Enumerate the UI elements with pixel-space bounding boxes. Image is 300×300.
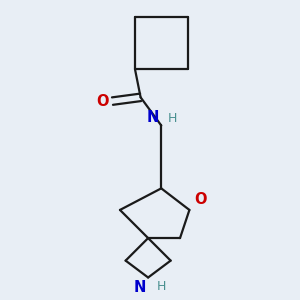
Text: O: O: [96, 94, 109, 109]
Text: H: H: [157, 280, 166, 293]
Text: N: N: [134, 280, 146, 295]
Text: N: N: [147, 110, 159, 124]
Text: O: O: [194, 192, 207, 207]
Text: H: H: [168, 112, 177, 124]
